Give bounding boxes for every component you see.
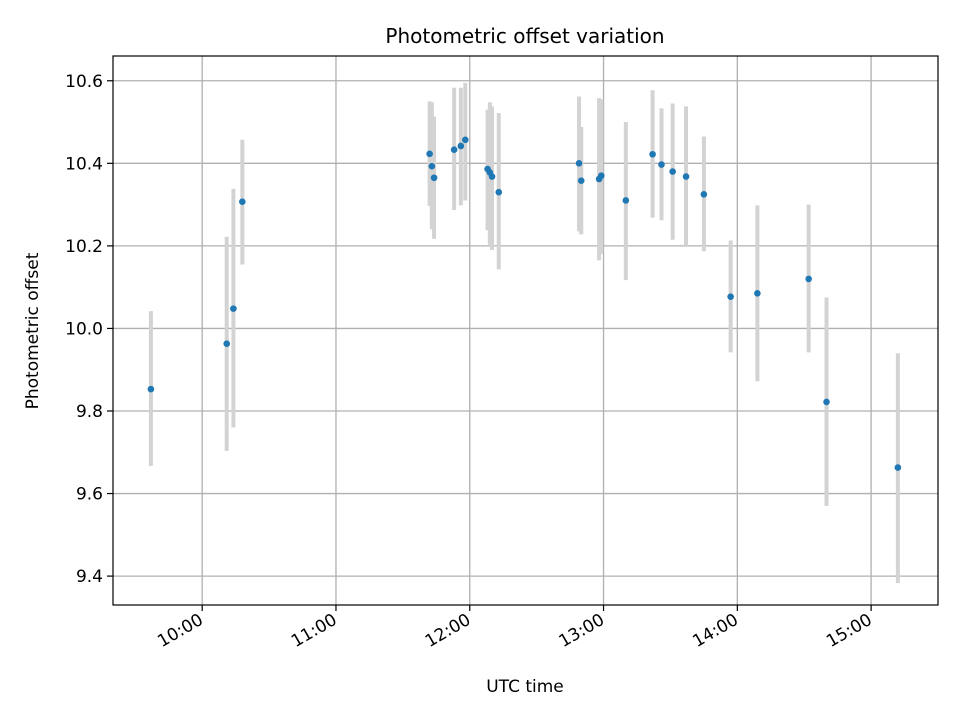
data-point	[649, 150, 656, 158]
plot-frame	[112, 55, 939, 606]
data-point	[147, 385, 155, 393]
data-point	[669, 168, 676, 175]
data-point	[461, 136, 469, 144]
y-axis-label: Photometric offset	[23, 252, 43, 409]
data-point	[575, 160, 583, 167]
y-tick-label: 9.8	[76, 402, 103, 422]
data-point	[805, 275, 812, 283]
data-point	[682, 173, 690, 180]
data-point	[658, 161, 665, 168]
data-point	[577, 177, 585, 184]
data-point	[488, 173, 496, 180]
data-point	[230, 305, 237, 312]
x-axis-label: UTC time	[486, 677, 564, 697]
y-tick-label: 10.0	[65, 319, 103, 339]
data-point	[495, 188, 503, 196]
data-point	[700, 190, 708, 198]
y-tick-label: 9.6	[76, 485, 103, 505]
y-tick-label: 9.4	[76, 567, 103, 587]
chart-title: Photometric offset variation	[385, 24, 664, 48]
data-point	[239, 198, 246, 206]
data-point	[894, 464, 902, 471]
data-point	[754, 290, 761, 297]
data-point	[457, 142, 465, 150]
y-tick-label: 10.4	[65, 154, 103, 174]
data-points	[147, 136, 902, 471]
y-tick-label: 10.2	[65, 237, 103, 257]
data-point	[450, 146, 458, 154]
data-point	[430, 174, 438, 182]
data-point	[823, 398, 830, 406]
data-point	[727, 293, 734, 300]
data-point	[598, 172, 605, 180]
data-point	[428, 162, 436, 170]
data-point	[426, 150, 433, 158]
y-tick-label: 10.6	[65, 72, 103, 92]
data-point	[622, 197, 630, 204]
data-point	[223, 340, 231, 348]
grid-lines	[113, 56, 938, 605]
